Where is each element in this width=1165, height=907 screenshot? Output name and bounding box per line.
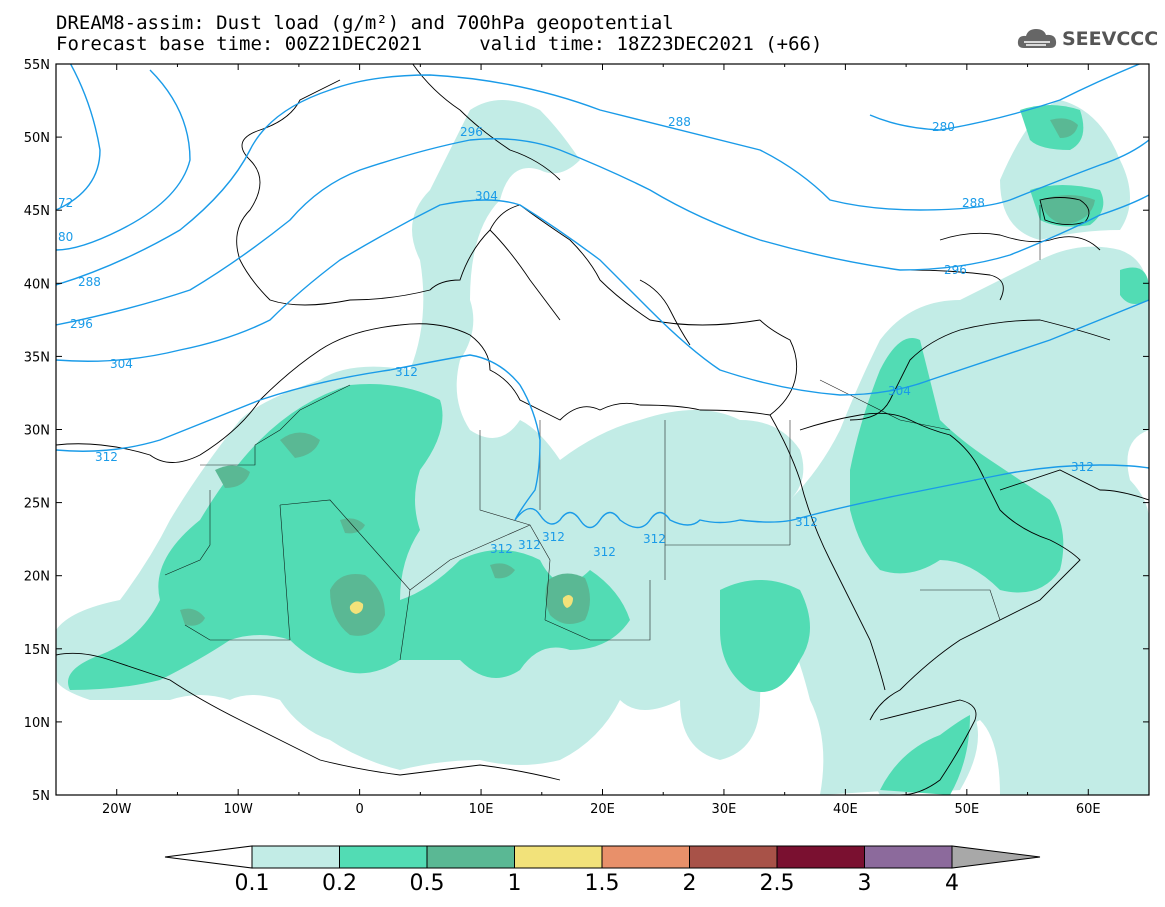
- colorbar-under-arrow: [164, 845, 253, 869]
- colorbar-label: 1.5: [585, 871, 620, 896]
- contour-label: 288: [962, 196, 985, 210]
- contour-labels: 296 288 280 72 80 304 288 296 304 312 30…: [58, 115, 1094, 559]
- lat-tick-label: 5N: [32, 789, 50, 804]
- latitude-axis: 55N 50N 45N 40N 35N 30N 25N 20N 15N 10N 5N: [24, 58, 1149, 804]
- colorbar-segment: [689, 845, 778, 869]
- lat-tick-label: 45N: [24, 204, 50, 219]
- lat-tick-label: 10N: [24, 716, 50, 731]
- lat-tick-label: 30N: [24, 424, 50, 439]
- coastlines: [56, 64, 1149, 795]
- lat-tick-label: 50N: [24, 131, 50, 146]
- colorbar: 0.1 0.2 0.5 1 1.5 2 2.5 3 4: [164, 845, 1041, 896]
- colorbar-segment: [601, 845, 690, 869]
- lon-tick-label: 20W: [102, 802, 132, 817]
- lon-tick-label: 30E: [712, 802, 737, 817]
- lat-tick-label: 25N: [24, 497, 50, 512]
- contour-label: 312: [643, 532, 666, 546]
- contour-label: 312: [95, 450, 118, 464]
- lon-tick-label: 20E: [590, 802, 615, 817]
- contour-label: 304: [475, 189, 498, 203]
- contour-label: 280: [932, 120, 955, 134]
- dust-shading: [56, 100, 1149, 795]
- lat-tick-label: 15N: [24, 643, 50, 658]
- chart-title: DREAM8-assim: Dust load (g/m²) and 700hP…: [56, 12, 674, 34]
- contour-label: 304: [110, 357, 133, 371]
- lat-tick-label: 40N: [24, 277, 50, 292]
- contour-label: 312: [593, 545, 616, 559]
- colorbar-label: 0.2: [322, 871, 357, 896]
- lon-tick-label: 50E: [954, 802, 979, 817]
- seevccc-logo: SEEVCCC: [1016, 26, 1158, 52]
- contour-label: 312: [490, 542, 513, 556]
- contour-label: 312: [518, 538, 541, 552]
- colorbar-segment: [426, 845, 515, 869]
- contour-label: 288: [668, 115, 691, 129]
- dust-level-0.2: [68, 105, 1149, 795]
- lat-tick-label: 20N: [24, 570, 50, 585]
- lon-tick-label: 60E: [1076, 802, 1101, 817]
- contour-label: 296: [460, 125, 483, 139]
- geopotential-contours: [56, 64, 1149, 529]
- contour-label: 312: [795, 515, 818, 529]
- colorbar-over-arrow: [951, 845, 1041, 869]
- lat-tick-label: 35N: [24, 350, 50, 365]
- colorbar-label: 1: [508, 871, 522, 896]
- colorbar-label: 2: [683, 871, 697, 896]
- dust-level-0.1: [56, 100, 1149, 795]
- logo-text: SEEVCCC: [1062, 28, 1159, 50]
- contour-label: 312: [395, 365, 418, 379]
- contour-label: 72: [58, 196, 73, 210]
- contour-label: 80: [58, 230, 73, 244]
- dust-level-1: [349, 595, 573, 614]
- contour-label: 288: [78, 275, 101, 289]
- colorbar-label: 4: [945, 871, 959, 896]
- contour-label: 312: [1071, 460, 1094, 474]
- colorbar-label: 2.5: [760, 871, 795, 896]
- lon-tick-label: 10W: [223, 802, 253, 817]
- colorbar-segment: [514, 845, 603, 869]
- lon-tick-label: 0: [355, 802, 363, 817]
- political-borders: [164, 205, 1041, 661]
- colorbar-label: 3: [858, 871, 872, 896]
- colorbar-segment: [251, 845, 340, 869]
- longitude-axis: 20W 10W 0 10E 20E 30E 40E 50E 60E: [55, 64, 1150, 817]
- colorbar-label: 0.1: [235, 871, 270, 896]
- forecast-time-subtitle: Forecast base time: 00Z21DEC2021 valid t…: [56, 33, 823, 55]
- cloud-icon: [1017, 29, 1057, 48]
- lat-tick-label: 55N: [24, 58, 50, 73]
- contour-label: 304: [888, 384, 911, 398]
- colorbar-segment: [339, 845, 428, 869]
- lon-tick-label: 40E: [833, 802, 858, 817]
- contour-label: 296: [70, 317, 93, 331]
- lon-tick-label: 10E: [469, 802, 494, 817]
- colorbar-segment: [864, 845, 953, 869]
- colorbar-label: 0.5: [410, 871, 445, 896]
- colorbar-segment: [776, 845, 865, 869]
- contour-label: 312: [542, 530, 565, 544]
- contour-label: 296: [944, 263, 967, 277]
